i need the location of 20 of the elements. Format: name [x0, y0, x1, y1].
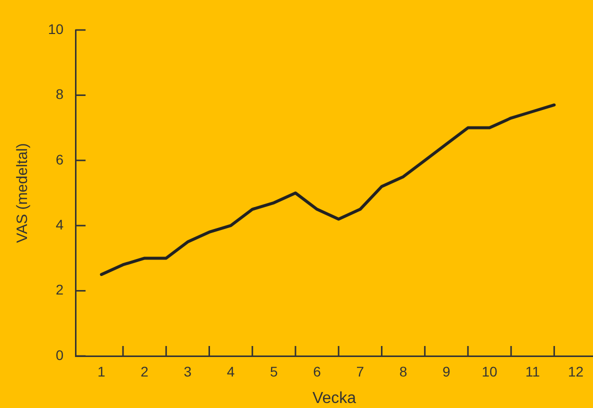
y-tick-label: 6 — [56, 151, 64, 168]
x-tick-label: 7 — [356, 363, 364, 380]
y-tick-label: 2 — [56, 282, 64, 298]
y-tick-label: 0 — [56, 346, 64, 363]
x-tick-label: 2 — [140, 363, 149, 380]
x-tick-label: 8 — [399, 363, 408, 380]
x-tick-label: 1 — [98, 363, 106, 380]
x-tick-label: 6 — [313, 363, 322, 380]
x-tick-label: 5 — [270, 363, 278, 380]
x-tick-label: 9 — [442, 363, 450, 380]
x-tick-label: 3 — [184, 363, 192, 380]
x-tick-label: 4 — [226, 363, 235, 380]
x-tick-label: 10 — [482, 363, 498, 380]
x-axis-title: Vecka — [312, 390, 356, 407]
y-tick-label: 4 — [56, 216, 64, 232]
x-tick-label: 11 — [525, 363, 540, 380]
y-tick-label: 10 — [48, 20, 64, 37]
y-axis-title: VAS (medeltal) — [14, 143, 32, 243]
y-tick-label: 8 — [56, 86, 64, 102]
x-tick-label: 12 — [568, 363, 584, 380]
